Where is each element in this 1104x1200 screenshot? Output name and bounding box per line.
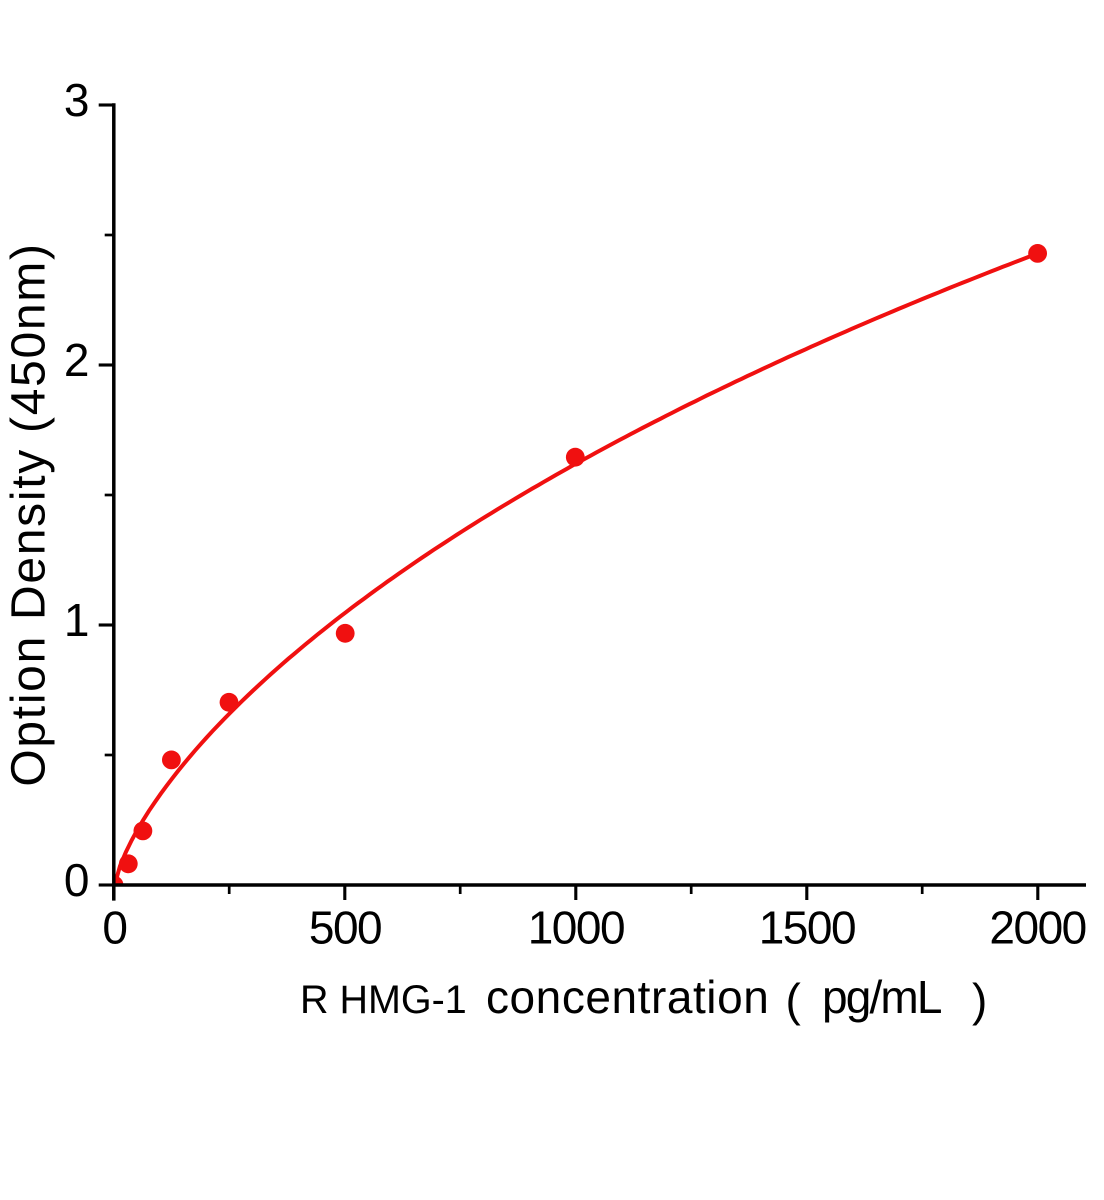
svg-text:1: 1	[64, 594, 88, 646]
svg-text:1500: 1500	[759, 902, 855, 954]
svg-text:3: 3	[64, 74, 88, 126]
svg-text:(: (	[786, 974, 802, 1026]
svg-text:0: 0	[64, 854, 88, 906]
svg-text:2: 2	[64, 334, 88, 386]
svg-text:2000: 2000	[989, 902, 1085, 954]
svg-text:0: 0	[102, 902, 126, 954]
svg-text:R HMG-1: R HMG-1	[300, 978, 467, 1022]
svg-text:pg/mL: pg/mL	[822, 971, 942, 1023]
svg-text:Option Density (450nm): Option Density (450nm)	[2, 242, 55, 786]
svg-text:500: 500	[309, 902, 381, 954]
svg-text:): )	[972, 974, 987, 1026]
svg-text:1000: 1000	[528, 902, 624, 954]
svg-text:concentration: concentration	[486, 971, 769, 1023]
